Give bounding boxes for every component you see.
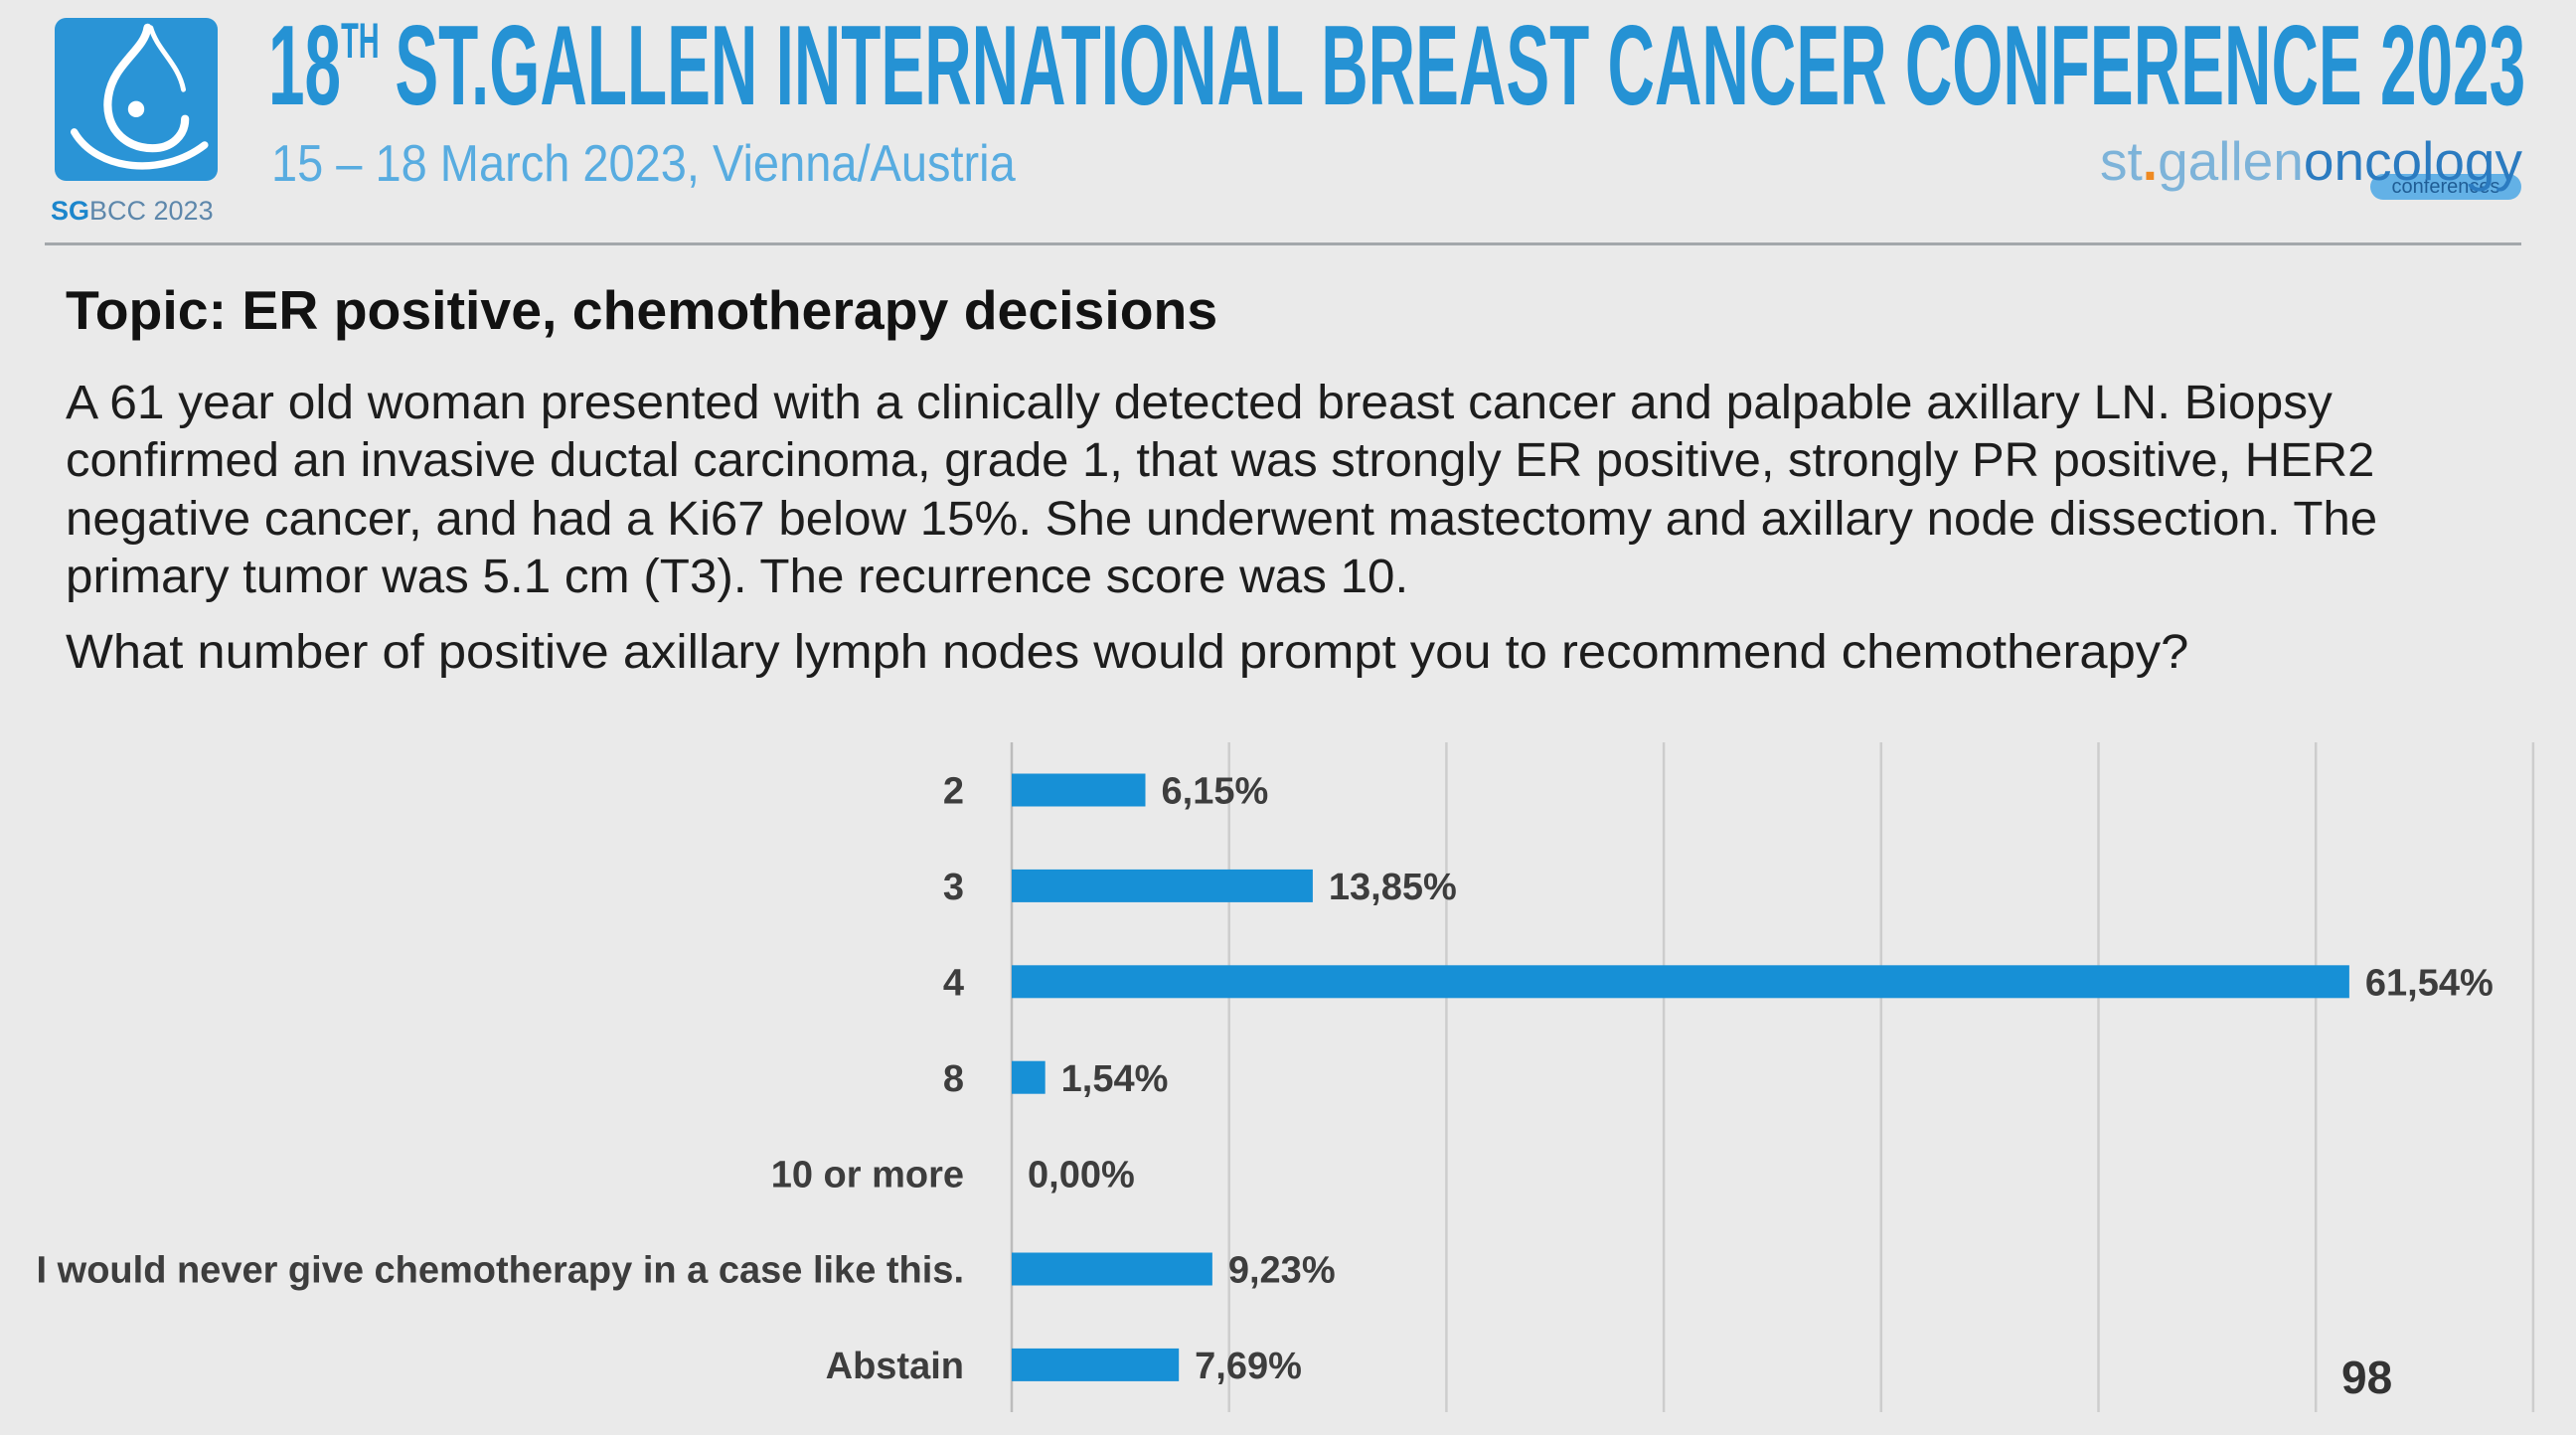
logo-caption-bold: SG	[51, 196, 90, 226]
header-divider	[45, 242, 2521, 245]
title-conference-name: ST.GALLEN INTERNATIONAL BREAST CANCER CO…	[395, 3, 2526, 129]
brand-dot: .	[2142, 130, 2159, 192]
brand-gallen: gallen	[2158, 130, 2304, 192]
poll-question: What number of positive axillary lymph n…	[66, 626, 2189, 679]
category-label: 4	[943, 962, 964, 1004]
category-label: 3	[943, 867, 964, 908]
bar	[1012, 773, 1146, 807]
logo-drop-edge	[148, 25, 187, 92]
logo-dot	[127, 100, 145, 118]
brand-tag-pill: conferences	[2370, 174, 2521, 200]
case-text-line: negative cancer, and had a Ki67 below 15…	[66, 493, 2378, 546]
conference-title: 18TH ST.GALLEN INTERNATIONAL BREAST CANCE…	[268, 10, 2525, 123]
brand-st: st	[2100, 130, 2143, 192]
category-label: 2	[943, 771, 964, 813]
value-label: 0,00%	[1028, 1154, 1135, 1196]
value-label: 61,54%	[2365, 962, 2494, 1004]
logo-caption-rest: BCC 2023	[89, 196, 214, 226]
category-label: 8	[943, 1058, 964, 1100]
case-text-line: primary tumor was 5.1 cm (T3). The recur…	[66, 551, 1409, 603]
conference-date-location: 15 – 18 March 2023, Vienna/Austria	[271, 135, 1016, 193]
question-number: 98	[2341, 1352, 2393, 1403]
category-label: I would never give chemotherapy in a cas…	[37, 1250, 964, 1292]
logo-swoosh	[70, 128, 209, 170]
value-label: 1,54%	[1061, 1058, 1169, 1100]
sgbcc-logo	[55, 18, 218, 181]
bar	[1012, 1060, 1046, 1094]
category-label: Abstain	[826, 1346, 964, 1387]
bar	[1012, 1252, 1212, 1286]
value-label: 9,23%	[1228, 1250, 1336, 1292]
case-text-line: A 61 year old woman presented with a cli…	[66, 377, 2333, 429]
logo-caption: SGBCC 2023	[51, 198, 214, 225]
title-edition-number: 18	[268, 3, 342, 129]
value-label: 7,69%	[1195, 1346, 1302, 1387]
topic-heading: Topic: ER positive, chemotherapy decisio…	[66, 279, 1218, 341]
value-label: 6,15%	[1162, 771, 1269, 813]
bar	[1012, 1348, 1180, 1381]
case-text-line: confirmed an invasive ductal carcinoma, …	[66, 434, 2375, 487]
bar	[1012, 869, 1313, 902]
brand-logo: st.gallenoncology	[2100, 134, 2522, 189]
value-label: 13,85%	[1329, 867, 1457, 908]
category-label: 10 or more	[771, 1154, 964, 1196]
logo-drop-outline	[103, 23, 190, 153]
bar	[1012, 965, 2349, 999]
title-edition-suffix: TH	[341, 13, 380, 70]
brand-oncology: oncology	[2303, 130, 2523, 192]
